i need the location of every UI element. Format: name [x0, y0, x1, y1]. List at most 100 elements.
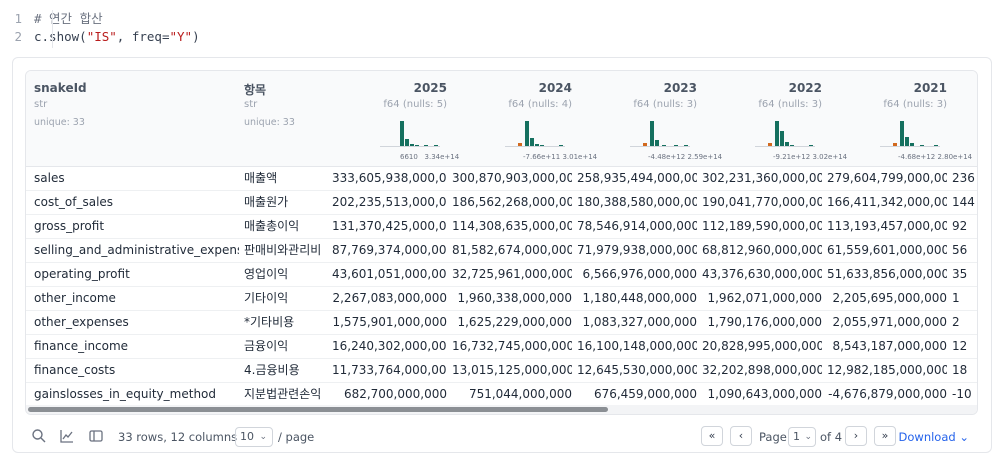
cell-2023: 258,935,494,000,000 — [577, 171, 697, 185]
table-header: snakeId str unique: 33 항목 str unique: 33… — [26, 71, 977, 167]
cell-truncated: 236 — [952, 171, 975, 185]
page-label: Page — [759, 430, 787, 444]
cell-item: 지분법관련손익 — [244, 387, 322, 401]
column-dtype: str — [244, 99, 258, 110]
column-name: 2024 — [538, 81, 572, 95]
cell-2023: 78,546,914,000,000 — [577, 219, 697, 233]
cell-truncated: 92 — [952, 219, 968, 233]
cell-2024: 1,960,338,000,000 — [457, 291, 572, 305]
cell-snakeid: cost_of_sales — [34, 195, 114, 209]
download-label: Download — [898, 430, 956, 444]
chevron-down-icon: ⌄ — [959, 430, 969, 444]
cell-2025: 682,700,000,000 — [343, 387, 447, 401]
prev-page-button[interactable]: ‹ — [730, 426, 752, 446]
hist-max: 2.59e+14 — [687, 153, 723, 161]
hist-bar — [775, 121, 779, 147]
hist-bar — [910, 143, 914, 147]
column-header-snakeid[interactable]: snakeId str unique: 33 — [26, 71, 236, 167]
cell-item: 영업이익 — [244, 267, 289, 281]
cell-2024: 751,044,000,000 — [468, 387, 572, 401]
column-histogram — [505, 119, 565, 147]
column-header-item[interactable]: 항목 str unique: 33 — [236, 71, 332, 167]
column-header-2025[interactable]: 2025 f64 (nulls: 5) 6610 3.34e+14 — [332, 71, 459, 167]
first-page-icon: « — [708, 429, 716, 442]
hist-min: -4.68e+12 — [898, 153, 936, 161]
column-name: 2023 — [663, 81, 697, 95]
cell-2022: 68,812,960,000,000 — [702, 243, 822, 257]
hist-bar — [900, 121, 904, 147]
hist-bar — [530, 138, 534, 147]
hist-bar — [905, 137, 909, 147]
column-histogram — [880, 119, 940, 147]
hist-max: 3.01e+14 — [562, 153, 598, 161]
cell-2025: 1,575,901,000,000 — [332, 315, 447, 329]
data-table[interactable]: snakeId str unique: 33 항목 str unique: 33… — [25, 70, 978, 415]
cell-2021: 12,982,185,000,000 — [827, 363, 947, 377]
column-header-2023[interactable]: 2023 f64 (nulls: 3) -4.48e+12 2.59e+14 — [582, 71, 722, 167]
next-page-button[interactable]: › — [845, 426, 867, 446]
cell-item: 4.금융비용 — [244, 363, 300, 377]
column-header-2021[interactable]: 2021 f64 (nulls: 3) -4.68e+12 2.80e+14 — [832, 71, 972, 167]
cell-snakeid: finance_costs — [34, 363, 116, 377]
cell-item: 판매비와관리비 — [244, 243, 322, 257]
table-row[interactable]: other_expenses *기타비용 1,575,901,000,000 1… — [26, 311, 977, 335]
cell-2023: 16,100,148,000,000 — [577, 339, 697, 353]
horizontal-scrollbar[interactable] — [26, 405, 977, 414]
first-page-button[interactable]: « — [701, 426, 723, 446]
hist-bar — [410, 144, 414, 147]
table-row[interactable]: other_income 기타이익 2,267,083,000,000 1,96… — [26, 287, 977, 311]
hist-baseline — [505, 146, 565, 147]
hist-max: 2.80e+14 — [937, 153, 973, 161]
code-comment: # 연간 합산 — [34, 11, 103, 26]
cell-2022: 20,828,995,000,000 — [702, 339, 822, 353]
column-header-2024[interactable]: 2024 f64 (nulls: 4) -7.66e+11 3.01e+14 — [457, 71, 597, 167]
cell-snakeid: finance_income — [34, 339, 129, 353]
download-button[interactable]: Download ⌄ — [899, 429, 969, 445]
table-row[interactable]: gainslosses_in_equity_method 지분법관련손익 682… — [26, 383, 977, 407]
cell-2023: 1,083,327,000,000 — [582, 315, 697, 329]
search-icon[interactable] — [31, 428, 47, 444]
cell-2022: 43,376,630,000,000 — [702, 267, 822, 281]
table-row[interactable]: finance_costs 4.금융비용 11,733,764,000,000 … — [26, 359, 977, 383]
column-histogram — [380, 119, 440, 147]
cell-2021: 166,411,342,000,000 — [827, 195, 947, 209]
columns-icon[interactable] — [88, 428, 104, 444]
cell-2023: 71,979,938,000,000 — [577, 243, 697, 257]
code-line-2: 2 c.show("IS", freq="Y") — [12, 28, 199, 46]
per-page-label: / page — [278, 430, 315, 444]
table-row[interactable]: sales 매출액 333,605,938,000,000 300,870,90… — [26, 167, 977, 191]
scrollbar-thumb[interactable] — [28, 407, 608, 412]
column-unique: unique: 33 — [34, 117, 85, 128]
column-dtype: f64 (nulls: 3) — [758, 99, 822, 110]
cell-2023: 1,180,448,000,000 — [582, 291, 697, 305]
cell-2021: 2,205,695,000,000 — [832, 291, 947, 305]
column-header-2022[interactable]: 2022 f64 (nulls: 3) -9.21e+12 3.02e+14 — [707, 71, 847, 167]
table-row[interactable]: operating_profit 영업이익 43,601,051,000,000… — [26, 263, 977, 287]
table-row[interactable]: selling_and_administrative_expenses 판매비와… — [26, 239, 977, 263]
table-row[interactable]: cost_of_sales 매출원가 202,235,513,000,000 1… — [26, 191, 977, 215]
code-string-arg: "IS" — [86, 29, 117, 44]
cell-truncated: 12 — [952, 339, 968, 353]
code-cell[interactable]: 1 # 연간 합산 2 c.show("IS", freq="Y") — [12, 4, 992, 54]
last-page-button[interactable]: » — [874, 426, 896, 446]
cell-item: 매출총이익 — [244, 219, 300, 233]
cell-2022: 1,962,071,000,000 — [707, 291, 822, 305]
table-row[interactable]: gross_profit 매출총이익 131,370,425,000,000 1… — [26, 215, 977, 239]
cell-2022: 302,231,360,000,000 — [702, 171, 822, 185]
cell-2021: 279,604,799,000,000 — [827, 171, 947, 185]
hist-range-labels: -4.68e+12 2.80e+14 — [898, 153, 972, 161]
cell-2022: 112,189,590,000,000 — [702, 219, 822, 233]
column-unique: unique: 33 — [244, 117, 295, 128]
column-name: snakeId — [34, 81, 87, 95]
column-name: 2025 — [413, 81, 447, 95]
hist-max: 3.02e+14 — [812, 153, 848, 161]
gutter-divider — [52, 10, 53, 48]
table-row[interactable]: finance_income 금융이익 16,240,302,000,000 1… — [26, 335, 977, 359]
hist-bar-negative — [893, 143, 897, 147]
chart-icon[interactable] — [59, 428, 75, 444]
page-number-select[interactable]: 1 ⌄ — [788, 427, 816, 447]
hist-range-labels: -7.66e+11 3.01e+14 — [523, 153, 597, 161]
hist-bar-negative — [768, 143, 772, 147]
page-size-select[interactable]: 10 ⌄ — [235, 427, 273, 447]
cell-item: 금융이익 — [244, 339, 289, 353]
